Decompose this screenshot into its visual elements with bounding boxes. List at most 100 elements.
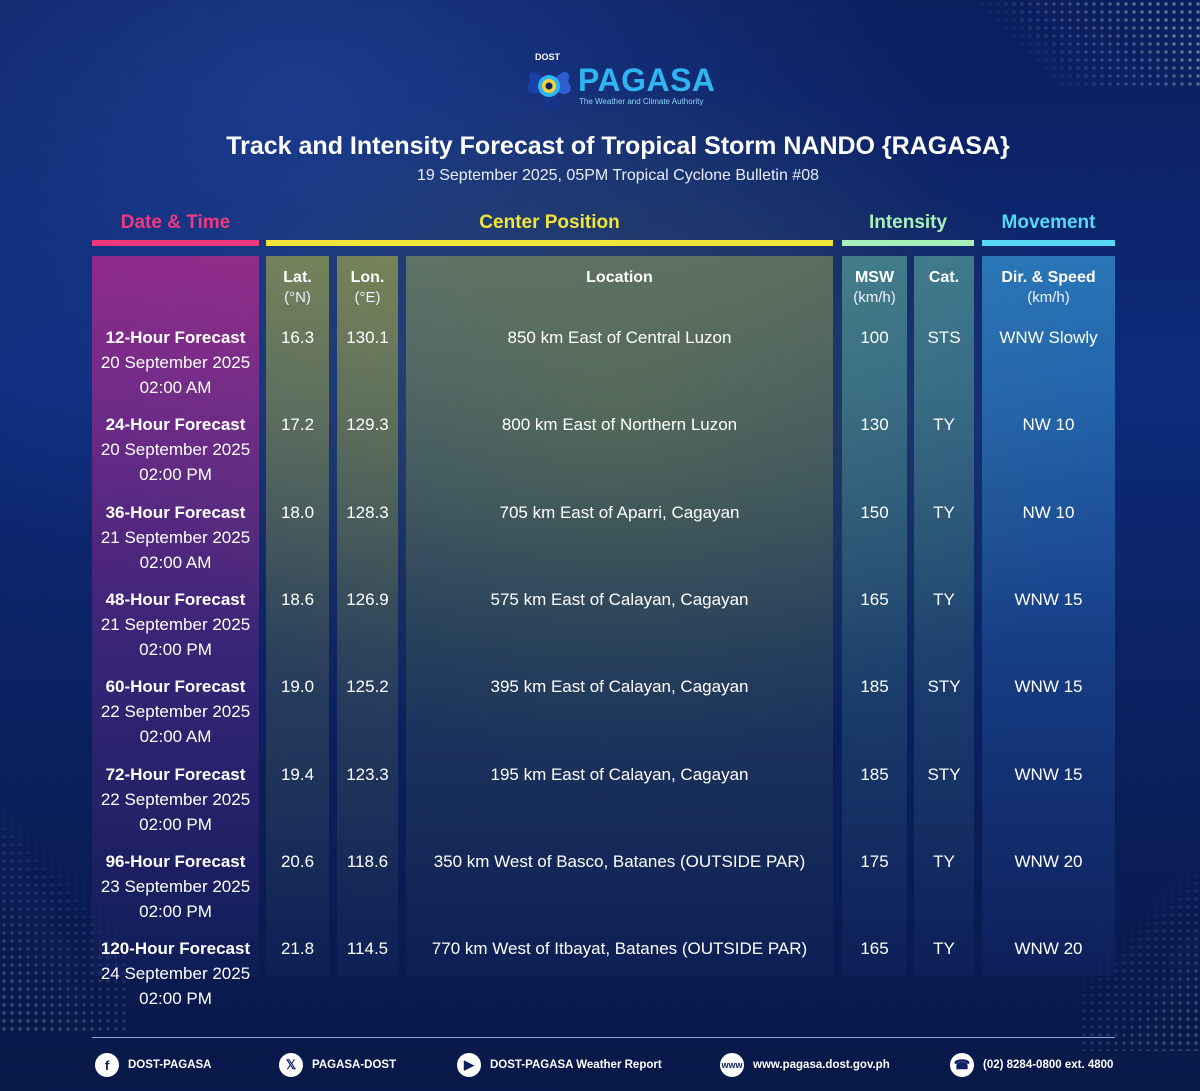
cell-movement: WNW 20 — [1014, 852, 1083, 871]
decorative-dots — [970, 0, 1200, 90]
forecast-date: 23 September 2025 — [100, 877, 251, 896]
header-dir-speed: Dir. & Speed (km/h) — [982, 268, 1115, 308]
cell-cat: TY — [933, 503, 955, 522]
cell-lon: 125.2 — [346, 677, 389, 696]
column-cat — [914, 256, 974, 976]
forecast-date: 21 September 2025 — [100, 528, 251, 547]
cell-msw: 130 — [860, 415, 889, 434]
cell-movement: WNW 15 — [1014, 590, 1083, 609]
header-lon: Lon. (°E) — [337, 268, 398, 308]
cell-msw: 150 — [860, 503, 889, 522]
cell-date-time: 60-Hour Forecast 22 September 2025 02:00 A… — [92, 675, 259, 749]
cell-lon: 114.5 — [346, 939, 389, 958]
cell-date-time: 72-Hour Forecast 22 September 2025 02:00 P… — [92, 763, 259, 837]
forecast-label: 96-Hour Forecast — [105, 852, 246, 871]
footer-facebook[interactable]: f DOST-PAGASA — [95, 1052, 212, 1078]
cell-movement: WNW 15 — [1014, 765, 1083, 784]
column-lon — [337, 256, 398, 976]
footer-phone[interactable]: ☎ (02) 8284-0800 ext. 4800 — [950, 1052, 1113, 1078]
forecast-label: 36-Hour Forecast — [105, 503, 246, 522]
cell-movement: WNW Slowly — [999, 328, 1098, 347]
forecast-label: 60-Hour Forecast — [105, 677, 246, 696]
cell-lon: 130.1 — [346, 328, 389, 347]
header-lat-label: Lat. — [283, 269, 312, 286]
logo-name: PAGASA — [578, 62, 716, 98]
cell-date-time: 12-Hour Forecast 20 September 2025 02:00 A… — [92, 326, 259, 400]
cell-cat: STY — [927, 765, 961, 784]
cell-lat: 17.2 — [280, 415, 315, 434]
cell-cat: TY — [933, 852, 955, 871]
header-location: Location — [406, 268, 833, 288]
cell-location: 195 km East of Calayan, Cagayan — [490, 765, 749, 784]
group-bar-movement — [982, 240, 1115, 246]
header-dir-speed-label: Dir. & Speed — [1001, 269, 1096, 286]
forecast-time: 02:00 PM — [139, 640, 212, 659]
footer-youtube-label: DOST-PAGASA Weather Report — [490, 1059, 662, 1071]
cell-msw: 100 — [860, 328, 889, 347]
cell-lat: 18.6 — [280, 590, 315, 609]
youtube-icon: ▶ — [457, 1053, 481, 1077]
cell-cat: STY — [927, 677, 961, 696]
cell-movement: WNW 20 — [1014, 939, 1083, 958]
column-lat — [266, 256, 329, 976]
forecast-date: 22 September 2025 — [100, 790, 251, 809]
cell-msw: 165 — [860, 939, 889, 958]
group-bar-date-time — [92, 240, 259, 246]
header-msw: MSW (km/h) — [842, 268, 907, 308]
x-icon: 𝕏 — [279, 1053, 303, 1077]
cell-location: 575 km East of Calayan, Cagayan — [490, 590, 749, 609]
cell-msw: 165 — [860, 590, 889, 609]
forecast-date: 24 September 2025 — [100, 964, 251, 983]
forecast-label: 72-Hour Forecast — [105, 765, 246, 784]
footer-x-label: PAGASA-DOST — [312, 1059, 397, 1071]
header-lon-label: Lon. — [350, 269, 385, 286]
forecast-time: 02:00 PM — [139, 815, 212, 834]
forecast-time: 02:00 PM — [139, 465, 212, 484]
forecast-date: 22 September 2025 — [100, 702, 251, 721]
cell-location: 705 km East of Aparri, Cagayan — [499, 503, 740, 522]
header-lat-unit: (°N) — [284, 289, 311, 306]
logo-prefix: DOST — [535, 52, 561, 62]
footer-website[interactable]: www www.pagasa.dost.gov.ph — [720, 1052, 890, 1078]
cell-location: 850 km East of Central Luzon — [507, 328, 732, 347]
header-dir-speed-unit: (km/h) — [1027, 289, 1070, 306]
forecast-label: 12-Hour Forecast — [105, 328, 246, 347]
cell-location: 395 km East of Calayan, Cagayan — [490, 677, 749, 696]
footer-youtube[interactable]: ▶ DOST-PAGASA Weather Report — [457, 1052, 662, 1078]
cell-lon: 126.9 — [346, 590, 389, 609]
column-movement — [982, 256, 1115, 976]
header-msw-label: MSW — [854, 269, 895, 286]
facebook-icon: f — [95, 1053, 119, 1077]
column-msw — [842, 256, 907, 976]
cell-msw: 185 — [860, 677, 889, 696]
cell-lat: 18.0 — [280, 503, 315, 522]
globe-icon: www — [720, 1053, 744, 1077]
cell-lon: 118.6 — [346, 852, 389, 871]
column-location — [406, 256, 833, 976]
cell-date-time: 120-Hour Forecast 24 September 2025 02:00 … — [92, 937, 259, 1011]
pagasa-logo: DOST PAGASA The Weather and Climate Auth… — [524, 52, 724, 109]
cell-location: 770 km West of Itbayat, Batanes (OUTSIDE… — [431, 939, 808, 958]
forecast-label: 24-Hour Forecast — [105, 415, 246, 434]
footer-website-label: www.pagasa.dost.gov.ph — [753, 1059, 890, 1071]
footer-phone-label: (02) 8284-0800 ext. 4800 — [983, 1059, 1114, 1071]
header-lon-unit: (°E) — [354, 289, 381, 306]
cell-lon: 123.3 — [346, 765, 389, 784]
page-subtitle: 19 September 2025, 05PM Tropical Cyclone… — [416, 167, 819, 184]
pagasa-emblem-icon — [527, 71, 571, 109]
cell-date-time: 48-Hour Forecast 21 September 2025 02:00 P… — [92, 588, 259, 662]
cell-location: 350 km West of Basco, Batanes (OUTSIDE P… — [433, 852, 806, 871]
group-movement: Movement — [1001, 212, 1096, 233]
cell-lat: 19.0 — [280, 677, 315, 696]
forecast-time: 02:00 PM — [139, 989, 212, 1008]
footer-divider — [92, 1037, 1115, 1038]
cell-lon: 129.3 — [346, 415, 389, 434]
cell-msw: 185 — [860, 765, 889, 784]
cell-cat: TY — [933, 590, 955, 609]
cell-lat: 20.6 — [280, 852, 315, 871]
footer-x[interactable]: 𝕏 PAGASA-DOST — [279, 1052, 396, 1078]
cell-lon: 128.3 — [346, 503, 389, 522]
cell-lat: 16.3 — [280, 328, 315, 347]
header-cat-label: Cat. — [928, 269, 960, 286]
forecast-time: 02:00 PM — [139, 902, 212, 921]
